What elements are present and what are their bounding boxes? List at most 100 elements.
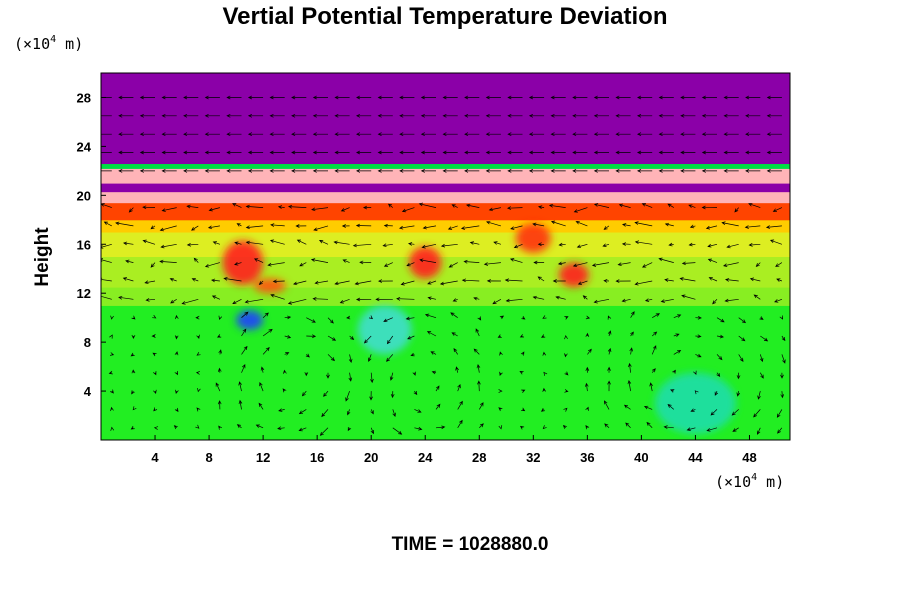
wind-vector-535	[593, 113, 609, 118]
wind-vector-366	[398, 225, 415, 230]
wind-vector-561	[464, 95, 480, 100]
wind-vector-382	[744, 225, 761, 229]
wind-vector-127	[780, 372, 784, 379]
wind-vector-131	[174, 351, 179, 356]
wind-vector-201	[306, 317, 316, 323]
wind-vector-120	[628, 362, 632, 373]
wind-vector-74	[323, 390, 329, 397]
wind-vector-412	[701, 205, 718, 210]
wind-vector-252	[712, 299, 718, 305]
wind-vector-470	[572, 150, 588, 155]
wind-vector-214	[585, 315, 591, 320]
wind-vector-99	[174, 370, 178, 376]
wind-vector-179	[519, 334, 524, 338]
wind-vector-313	[641, 262, 653, 268]
wind-vector-35	[174, 407, 179, 413]
wind-vector-243	[505, 298, 523, 303]
wind-vector-378	[664, 222, 674, 227]
wind-vector-168	[284, 335, 292, 339]
wind-vector-71	[259, 381, 264, 392]
wind-vector-178	[497, 334, 502, 338]
wind-vector-14	[414, 426, 423, 431]
wind-vector-281	[634, 280, 653, 286]
wind-vector-360	[270, 223, 285, 227]
wind-vector-343	[602, 243, 610, 247]
wind-vector-205	[383, 317, 393, 323]
wind-vector-342	[576, 243, 588, 249]
wind-vector-434	[485, 168, 501, 173]
wind-vector-125	[736, 372, 741, 380]
wind-vector-76	[369, 391, 373, 401]
wind-vector-509	[723, 132, 739, 137]
wind-vector-126	[759, 372, 764, 379]
wind-vector-560	[442, 95, 458, 100]
wind-vector-116	[543, 371, 548, 376]
wind-vector-428	[356, 168, 372, 173]
wind-vector-464	[442, 150, 458, 155]
wind-vector-234	[312, 296, 329, 301]
wind-vector-404	[538, 205, 545, 209]
wind-vector-297	[299, 262, 307, 267]
wind-vector-330	[318, 240, 329, 245]
wind-vector-204	[368, 315, 374, 320]
wind-vector-191	[781, 335, 786, 342]
wind-vector-268	[354, 280, 372, 286]
wind-vector-349	[726, 243, 739, 249]
wind-vector-563	[507, 95, 523, 100]
x-unit-label: (×104 m)	[715, 472, 784, 491]
wind-vector-414	[748, 202, 761, 208]
wind-vector-446	[745, 168, 761, 173]
wind-vector-137	[305, 353, 310, 358]
wind-vector-516	[183, 113, 199, 118]
wind-vector-67	[175, 389, 179, 394]
wind-vector-369	[460, 225, 480, 230]
wind-vector-160	[109, 334, 113, 339]
wind-vector-425	[291, 168, 307, 173]
x-tick-label-8: 8	[205, 450, 212, 465]
wind-vector-421	[204, 168, 220, 173]
wind-vector-143	[430, 351, 437, 355]
wind-vector-430	[399, 168, 415, 173]
wind-vector-64	[110, 389, 114, 394]
wind-vector-264	[272, 279, 285, 284]
wind-vector-266	[314, 280, 329, 285]
wind-vector-88	[627, 380, 632, 392]
wind-vector-456	[269, 150, 285, 155]
wind-vector-368	[447, 225, 458, 230]
wind-vector-66	[153, 389, 157, 395]
wind-vector-101	[217, 367, 222, 373]
wind-vector-484	[183, 132, 199, 137]
wind-vector-114	[499, 371, 503, 377]
wind-vector-36	[196, 407, 201, 412]
y-tick-label-28: 28	[77, 90, 91, 105]
x-tick-label-28: 28	[472, 450, 486, 465]
wind-vector-28	[706, 427, 718, 432]
wind-vector-443	[680, 168, 696, 173]
wind-vector-292	[193, 257, 199, 263]
wind-vector-391	[245, 204, 264, 209]
wind-vector-515	[161, 113, 177, 118]
wind-vector-389	[208, 207, 220, 212]
wind-vector-295	[253, 258, 264, 263]
wind-vector-383	[765, 225, 782, 229]
wind-vector-161	[131, 334, 136, 339]
wind-vector-31	[777, 427, 783, 434]
wind-vector-510	[745, 132, 761, 137]
wind-vector-182	[585, 332, 590, 338]
wind-vector-221	[738, 317, 747, 324]
wind-vector-95	[780, 391, 785, 399]
wind-vector-301	[383, 262, 393, 267]
wind-vector-83	[521, 389, 526, 394]
wind-vector-224	[101, 295, 112, 300]
wind-vector-13	[392, 427, 403, 435]
field-layer-10	[101, 73, 790, 165]
wind-vector-262	[223, 276, 242, 282]
anomaly-patch-2	[236, 310, 264, 330]
wind-vector-59	[690, 408, 696, 412]
x-tick-label-32: 32	[526, 450, 540, 465]
wind-vector-324	[186, 242, 199, 247]
wind-vector-477	[723, 150, 739, 155]
field-layer-3	[101, 232, 790, 257]
wind-vector-196	[195, 315, 200, 320]
